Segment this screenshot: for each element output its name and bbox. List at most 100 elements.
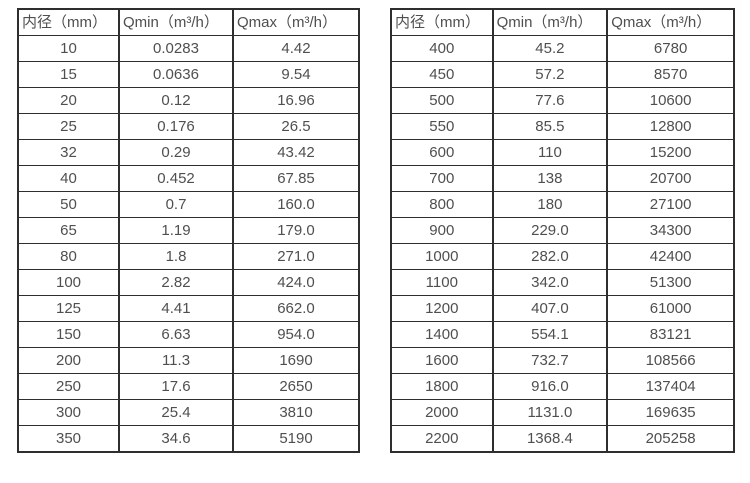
table-row: 125 4.41 662.0	[17, 295, 360, 322]
table-row: 600 110 15200	[390, 139, 735, 166]
qmin-cell: 25.4	[118, 399, 234, 426]
qmax-cell: 8570	[606, 61, 735, 88]
qmin-cell: 732.7	[491, 347, 609, 374]
table-row: 2000 1131.0 169635	[390, 399, 735, 426]
spec-tables-container: 内径（mm） Qmin（m³/h） Qmax（m³/h） 10 0.0283 4.4…	[17, 8, 735, 453]
diameter-cell: 20	[17, 87, 120, 114]
qmax-cell: 61000	[606, 295, 735, 322]
col-header-diameter: 内径（mm）	[390, 8, 494, 36]
col-header-qmax: Qmax（m³/h）	[606, 8, 735, 36]
table-body: 10 0.0283 4.42 15 0.0636 9.54 20 0.12 16.96 25 0.1…	[17, 35, 360, 453]
table-row: 20 0.12 16.96	[17, 87, 360, 114]
table-row: 800 180 27100	[390, 191, 735, 218]
table-row: 200 11.3 1690	[17, 347, 360, 374]
diameter-cell: 450	[390, 61, 494, 88]
table-row: 150 6.63 954.0	[17, 321, 360, 348]
col-header-qmin: Qmin（m³/h）	[118, 8, 234, 36]
diameter-cell: 32	[17, 139, 120, 166]
diameter-cell: 65	[17, 217, 120, 244]
qmax-cell: 67.85	[232, 165, 360, 192]
col-header-diameter: 内径（mm）	[17, 8, 120, 36]
qmax-cell: 954.0	[232, 321, 360, 348]
table-row: 700 138 20700	[390, 165, 735, 192]
qmin-cell: 282.0	[491, 243, 609, 270]
header-row: 内径（mm） Qmin（m³/h） Qmax（m³/h）	[390, 8, 735, 36]
diameter-cell: 400	[390, 35, 494, 62]
qmin-cell: 2.82	[118, 269, 234, 296]
diameter-cell: 10	[17, 35, 120, 62]
qmin-cell: 180	[491, 191, 609, 218]
qmin-cell: 916.0	[491, 373, 609, 400]
table-row: 80 1.8 271.0	[17, 243, 360, 270]
qmin-cell: 6.63	[118, 321, 234, 348]
qmax-cell: 169635	[606, 399, 735, 426]
table-row: 500 77.6 10600	[390, 87, 735, 114]
col-header-qmin: Qmin（m³/h）	[491, 8, 609, 36]
qmin-cell: 1.19	[118, 217, 234, 244]
diameter-cell: 1000	[390, 243, 494, 270]
qmax-cell: 5190	[232, 425, 360, 453]
diameter-cell: 40	[17, 165, 120, 192]
table-row: 100 2.82 424.0	[17, 269, 360, 296]
table-row: 300 25.4 3810	[17, 399, 360, 426]
table-row: 1600 732.7 108566	[390, 347, 735, 374]
qmin-cell: 0.176	[118, 113, 234, 140]
qmin-cell: 17.6	[118, 373, 234, 400]
table-row: 250 17.6 2650	[17, 373, 360, 400]
table-row: 1800 916.0 137404	[390, 373, 735, 400]
diameter-cell: 200	[17, 347, 120, 374]
qmin-cell: 57.2	[491, 61, 609, 88]
diameter-cell: 100	[17, 269, 120, 296]
table-row: 15 0.0636 9.54	[17, 61, 360, 88]
diameter-cell: 1400	[390, 321, 494, 348]
qmin-cell: 1.8	[118, 243, 234, 270]
table-row: 32 0.29 43.42	[17, 139, 360, 166]
qmax-cell: 27100	[606, 191, 735, 218]
qmax-cell: 51300	[606, 269, 735, 296]
diameter-cell: 800	[390, 191, 494, 218]
table-row: 1200 407.0 61000	[390, 295, 735, 322]
diameter-cell: 25	[17, 113, 120, 140]
qmin-cell: 0.12	[118, 87, 234, 114]
qmax-cell: 26.5	[232, 113, 360, 140]
qmax-cell: 424.0	[232, 269, 360, 296]
qmax-cell: 43.42	[232, 139, 360, 166]
table-row: 1400 554.1 83121	[390, 321, 735, 348]
diameter-cell: 1100	[390, 269, 494, 296]
table-row: 2200 1368.4 205258	[390, 425, 735, 453]
diameter-cell: 350	[17, 425, 120, 453]
qmin-cell: 0.29	[118, 139, 234, 166]
qmax-cell: 2650	[232, 373, 360, 400]
qmax-cell: 271.0	[232, 243, 360, 270]
qmax-cell: 3810	[232, 399, 360, 426]
table-row: 40 0.452 67.85	[17, 165, 360, 192]
table-row: 900 229.0 34300	[390, 217, 735, 244]
qmax-cell: 137404	[606, 373, 735, 400]
qmin-cell: 85.5	[491, 113, 609, 140]
table-row: 10 0.0283 4.42	[17, 35, 360, 62]
qmax-cell: 20700	[606, 165, 735, 192]
diameter-cell: 50	[17, 191, 120, 218]
table-row: 50 0.7 160.0	[17, 191, 360, 218]
diameter-cell: 250	[17, 373, 120, 400]
qmax-cell: 160.0	[232, 191, 360, 218]
flow-spec-table-small-diameters: 内径（mm） Qmin（m³/h） Qmax（m³/h） 10 0.0283 4.4…	[17, 8, 360, 453]
table-row: 65 1.19 179.0	[17, 217, 360, 244]
qmax-cell: 12800	[606, 113, 735, 140]
diameter-cell: 15	[17, 61, 120, 88]
diameter-cell: 125	[17, 295, 120, 322]
qmin-cell: 342.0	[491, 269, 609, 296]
col-header-qmax: Qmax（m³/h）	[232, 8, 360, 36]
diameter-cell: 150	[17, 321, 120, 348]
qmin-cell: 110	[491, 139, 609, 166]
qmin-cell: 229.0	[491, 217, 609, 244]
table-row: 350 34.6 5190	[17, 425, 360, 453]
header-row: 内径（mm） Qmin（m³/h） Qmax（m³/h）	[17, 8, 360, 36]
qmin-cell: 4.41	[118, 295, 234, 322]
qmin-cell: 0.0636	[118, 61, 234, 88]
diameter-cell: 1200	[390, 295, 494, 322]
qmax-cell: 108566	[606, 347, 735, 374]
diameter-cell: 550	[390, 113, 494, 140]
qmin-cell: 0.0283	[118, 35, 234, 62]
diameter-cell: 2200	[390, 425, 494, 453]
